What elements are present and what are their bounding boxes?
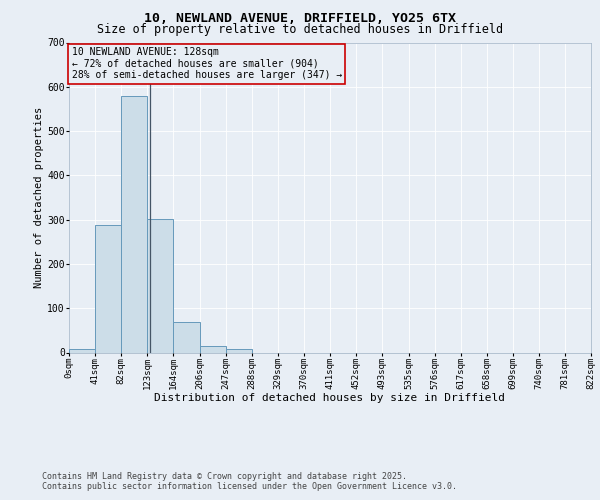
Bar <box>147 219 173 352</box>
Text: 10 NEWLAND AVENUE: 128sqm
← 72% of detached houses are smaller (904)
28% of semi: 10 NEWLAND AVENUE: 128sqm ← 72% of detac… <box>71 47 342 80</box>
Bar <box>69 349 95 352</box>
Bar <box>173 322 200 352</box>
X-axis label: Distribution of detached houses by size in Driffield: Distribution of detached houses by size … <box>155 393 505 403</box>
Bar <box>95 224 121 352</box>
Text: Contains HM Land Registry data © Crown copyright and database right 2025.
Contai: Contains HM Land Registry data © Crown c… <box>42 472 457 491</box>
Bar <box>200 346 226 352</box>
Text: Size of property relative to detached houses in Driffield: Size of property relative to detached ho… <box>97 22 503 36</box>
Y-axis label: Number of detached properties: Number of detached properties <box>34 107 44 288</box>
Text: 10, NEWLAND AVENUE, DRIFFIELD, YO25 6TX: 10, NEWLAND AVENUE, DRIFFIELD, YO25 6TX <box>144 12 456 24</box>
Bar <box>226 348 252 352</box>
Bar <box>121 96 147 352</box>
